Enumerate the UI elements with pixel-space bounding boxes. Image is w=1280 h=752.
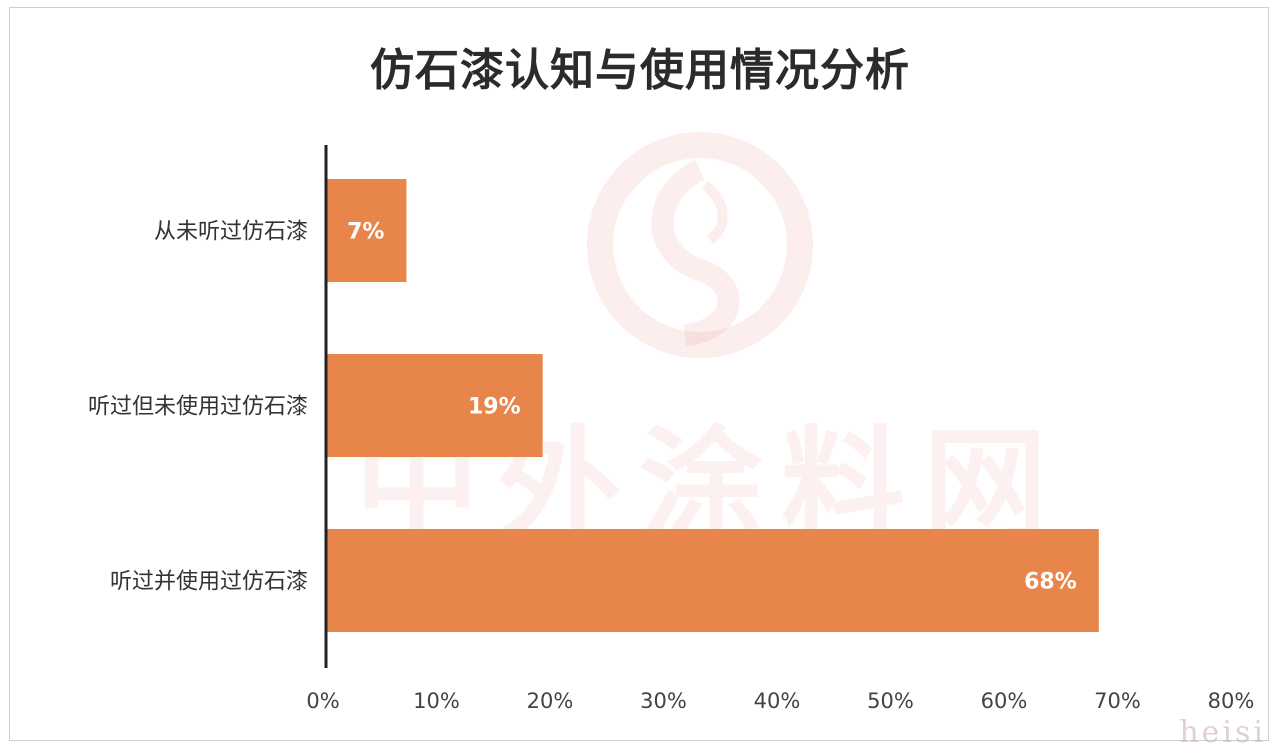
x-tick-label: 0% [306,689,339,713]
x-tick-label: 50% [867,689,914,713]
x-tick-label: 10% [413,689,460,713]
value-label-3: 68% [1024,570,1077,595]
bars-layer [327,179,1099,632]
value-label-2: 19% [468,395,521,420]
category-label-2: 听过但未使用过仿石漆 [88,395,308,420]
bar-1 [327,179,407,282]
x-tick-labels: 0% 10% 20% 30% 40% 50% 60% 70% 80% [306,689,1254,713]
value-label-1: 7% [347,220,384,245]
x-tick-label: 30% [640,689,687,713]
category-label-1: 从未听过仿石漆 [154,220,308,245]
x-tick-label: 60% [981,689,1028,713]
chart-title: 仿石漆认知与使用情况分析 [370,45,910,96]
watermark-logo-icon [587,132,813,358]
bar-3 [327,529,1099,632]
x-tick-label: 40% [754,689,801,713]
corner-watermark: heisi [1179,715,1266,750]
category-label-3: 听过并使用过仿石漆 [110,570,308,595]
bar-2 [327,354,543,457]
x-tick-label: 80% [1208,689,1255,713]
x-tick-label: 70% [1094,689,1141,713]
x-tick-label: 20% [527,689,574,713]
value-labels: 7% 19% 68% [347,220,1077,595]
